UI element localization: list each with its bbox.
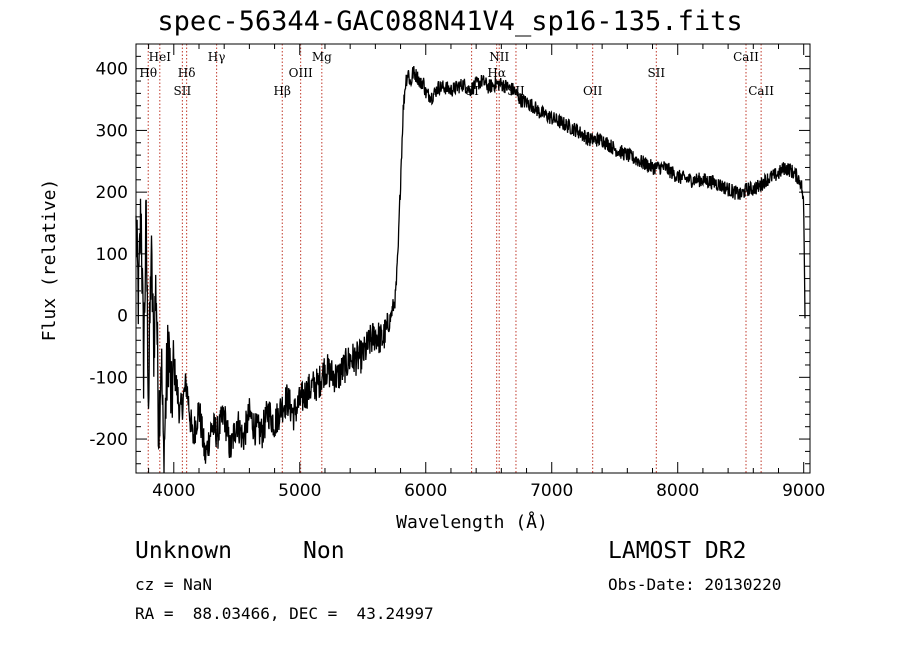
x-axis-label: Wavelength (Å) [396,511,548,533]
axis-ticks: 4000 5000 6000 7000 8000 9000 -200 -100 0 100 200 3… [89,44,825,501]
line-label-11: OI [464,84,479,98]
line-label-0: Hθ [139,66,157,80]
coordinates: RA = 88.03466, DEC = 43.24997 [135,604,434,623]
line-label-5: Hβ [274,84,291,98]
y-axis-label: Flux (relative) [39,179,60,342]
line-label-3: SII [174,84,192,98]
x-tick-label: 4000 [152,481,195,501]
line-label-6: OIII [289,66,313,80]
line-label-4: Hγ [208,50,226,64]
x-tick-label: 7000 [530,481,573,501]
x-tick-label: 6000 [404,481,447,501]
chart-title: spec-56344-GAC088N41V4_sp16-135.fits [157,6,743,37]
obs-date: Obs-Date: 20130220 [608,575,782,594]
line-label-8: NII [489,50,509,64]
y-tick-label: 0 [117,307,128,327]
x-tick-label: 8000 [656,481,699,501]
survey-name: LAMOST DR2 [608,538,747,564]
line-label-12: OII [583,84,603,98]
plot-frame [135,43,811,474]
redshift-value: cz = NaN [135,575,213,594]
line-label-1: HeI [149,50,172,64]
y-tick-label: 100 [96,245,128,265]
object-subclass: Non [303,538,345,564]
line-label-14: CaII [733,50,759,64]
y-tick-label: -200 [89,430,128,450]
y-tick-label: -100 [89,368,128,388]
spectrum-line [135,66,806,474]
line-label-2: Hδ [178,66,196,80]
line-markers [147,44,762,473]
x-tick-label: 5000 [278,481,321,501]
y-tick-label: 200 [96,183,128,203]
object-class: Unknown [135,538,232,564]
line-label-9: Hα [487,66,506,80]
y-tick-label: 300 [96,121,128,141]
line-label-7: Mg [312,50,332,64]
line-label-10: SII [507,84,525,98]
y-tick-label: 400 [96,60,128,80]
line-label-15: CaII [748,84,774,98]
x-tick-label: 9000 [782,481,825,501]
line-label-13: SII [647,66,665,80]
